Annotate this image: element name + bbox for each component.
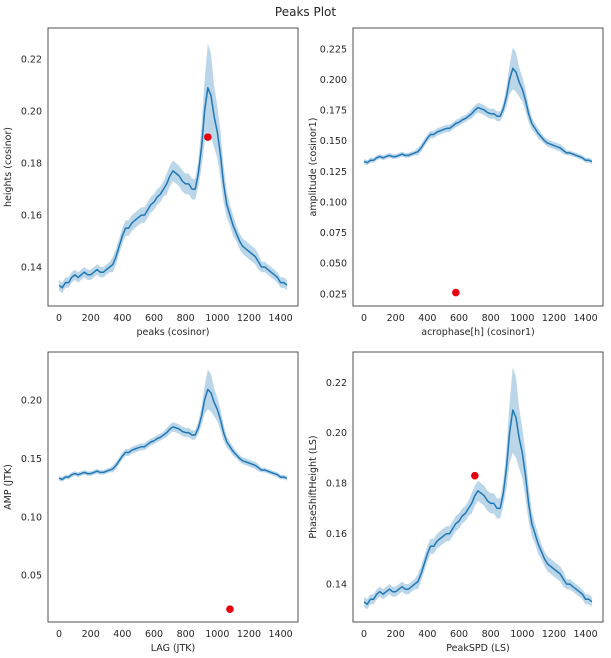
x-tick-label: 400 — [418, 629, 436, 640]
y-axis-label: heights (cosinor) — [3, 127, 14, 207]
x-tick-label: 1400 — [574, 313, 598, 324]
x-tick-label: 600 — [145, 313, 163, 324]
x-tick-label: 1000 — [205, 629, 229, 640]
x-axis-label: PeakSPD (LS) — [446, 643, 509, 654]
y-tick-label: 0.15 — [21, 454, 42, 465]
y-tick-label: 0.125 — [320, 167, 347, 178]
x-tick-label: 1000 — [205, 313, 229, 324]
confidence-band — [59, 369, 287, 482]
x-tick-label: 0 — [361, 629, 367, 640]
x-axis-label: acrophase[h] (cosinor1) — [421, 327, 535, 338]
subplot-2: 0 200 400 600 800 1000 1200 1400 0.025 0.050 0.075… — [308, 27, 604, 338]
highlight-point — [452, 288, 460, 297]
highlight-point — [226, 605, 234, 613]
y-tick-label: 0.100 — [320, 197, 347, 208]
y-tick-label: 0.22 — [326, 378, 347, 389]
y-tick-label: 0.10 — [21, 512, 42, 523]
y-tick-label: 0.16 — [21, 211, 42, 222]
confidence-band — [59, 43, 287, 293]
x-tick-label: 800 — [482, 313, 500, 324]
y-tick-label: 0.20 — [326, 428, 347, 439]
y-tick-label: 0.025 — [320, 289, 347, 300]
x-axis-label: peaks (cosinor) — [137, 327, 210, 338]
x-tick-label: 600 — [450, 629, 468, 640]
x-tick-label: 0 — [361, 313, 367, 324]
x-tick-label: 200 — [387, 629, 405, 640]
y-axis-label: AMP (JTK) — [3, 464, 14, 510]
x-tick-label: 400 — [418, 313, 436, 324]
confidence-band — [364, 47, 592, 166]
subplot-1: 0 200 400 600 800 1000 1200 1400 0.14 0.16 0.18 0.2… — [3, 27, 299, 338]
x-tick-label: 400 — [113, 313, 131, 324]
y-tick-label: 0.14 — [326, 580, 347, 591]
y-axis-label: PhaseShiftHeight (LS) — [308, 435, 319, 538]
x-tick-label: 600 — [145, 629, 163, 640]
x-axis-label: LAG (JTK) — [151, 643, 195, 654]
x-tick-label: 1400 — [269, 313, 293, 324]
x-tick-label: 800 — [177, 313, 195, 324]
y-tick-label: 0.05 — [21, 571, 42, 582]
plot-area — [47, 351, 299, 623]
subplot-3: 0 200 400 600 800 1000 1200 1400 0.05 0.10 0.15 0.2… — [3, 351, 299, 654]
y-tick-label: 0.075 — [320, 228, 347, 239]
x-tick-label: 400 — [113, 629, 131, 640]
y-tick-label: 0.16 — [326, 529, 347, 540]
confidence-band — [364, 367, 592, 610]
mean-line — [363, 409, 593, 606]
plot-area — [352, 27, 604, 307]
mean-line — [58, 388, 288, 481]
y-tick-label: 0.22 — [21, 55, 42, 66]
y-axis-label: amplitude (cosinor1) — [308, 118, 319, 217]
y-tick-label: 0.20 — [21, 395, 42, 406]
mean-line — [363, 67, 593, 164]
y-tick-label: 0.14 — [21, 263, 42, 274]
x-tick-label: 200 — [82, 629, 100, 640]
y-tick-label: 0.18 — [326, 479, 347, 490]
x-tick-label: 800 — [482, 629, 500, 640]
x-tick-label: 800 — [177, 629, 195, 640]
x-tick-label: 1200 — [237, 629, 261, 640]
x-tick-label: 1400 — [269, 629, 293, 640]
x-tick-label: 1000 — [510, 629, 534, 640]
subplot-4: 0 200 400 600 800 1000 1200 1400 0.14 0.16 0.18 0.2… — [308, 351, 604, 654]
y-tick-label: 0.175 — [320, 106, 347, 117]
x-tick-label: 200 — [82, 313, 100, 324]
y-tick-label: 0.200 — [320, 75, 347, 86]
x-tick-label: 0 — [56, 629, 62, 640]
figure-title: Peaks Plot — [275, 5, 336, 19]
y-tick-label: 0.225 — [320, 44, 347, 55]
x-tick-label: 1200 — [542, 629, 566, 640]
mean-line — [58, 87, 288, 289]
x-tick-label: 1400 — [574, 629, 598, 640]
x-tick-label: 200 — [387, 313, 405, 324]
y-tick-label: 0.20 — [21, 107, 42, 118]
y-tick-label: 0.050 — [320, 259, 347, 270]
x-tick-label: 1000 — [510, 313, 534, 324]
x-tick-label: 1200 — [542, 313, 566, 324]
y-tick-label: 0.150 — [320, 136, 347, 147]
highlight-point — [471, 471, 479, 480]
x-tick-label: 600 — [450, 313, 468, 324]
x-tick-label: 0 — [56, 313, 62, 324]
x-tick-label: 1200 — [237, 313, 261, 324]
y-tick-label: 0.18 — [21, 159, 42, 170]
highlight-point — [204, 133, 212, 141]
